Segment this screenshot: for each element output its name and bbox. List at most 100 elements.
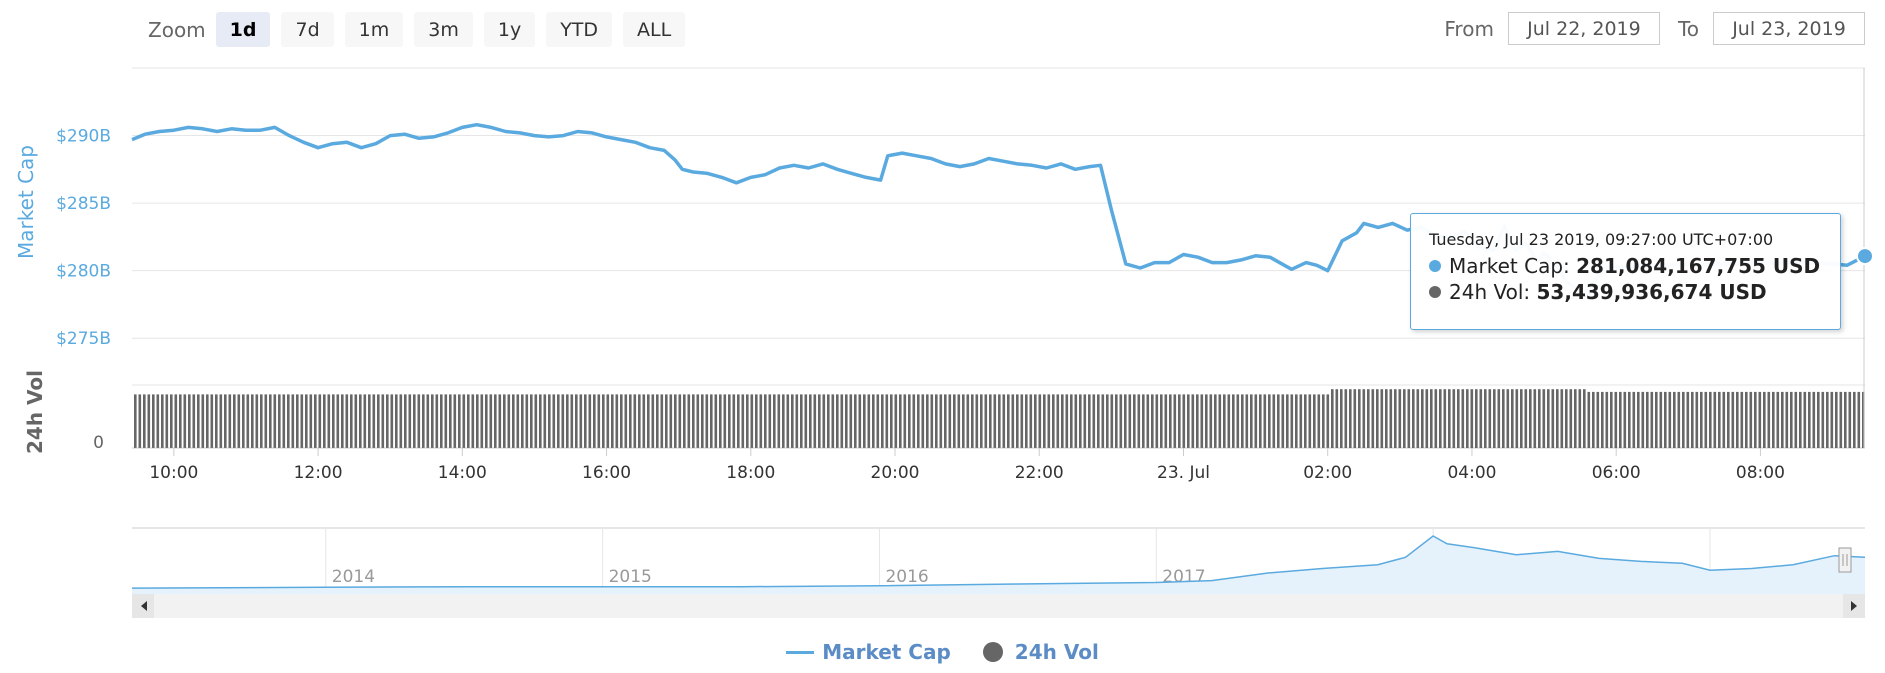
volume-bar — [624, 394, 628, 448]
volume-bar — [1673, 391, 1676, 448]
tooltip-title: Tuesday, Jul 23 2019, 09:27:00 UTC+07:00 — [1429, 230, 1774, 249]
legend-market-cap[interactable]: Market Cap — [786, 640, 951, 664]
volume-bar — [1817, 391, 1820, 448]
volume-bar — [1664, 391, 1667, 448]
volume-bar — [647, 394, 650, 448]
volume-bar — [1268, 394, 1271, 448]
zoom-all-button[interactable]: ALL — [623, 12, 686, 47]
volume-bar — [1335, 389, 1339, 448]
legend-vol-label: 24h Vol — [1014, 640, 1099, 664]
zoom-1y-button[interactable]: 1y — [483, 12, 536, 47]
volume-bar — [786, 394, 790, 448]
volume-bar — [543, 394, 547, 448]
volume-bar — [1191, 394, 1195, 448]
volume-bar — [476, 394, 479, 448]
volume-bar — [1862, 391, 1865, 448]
volume-bar — [827, 394, 830, 448]
volume-bar — [1380, 389, 1384, 448]
volume-bar — [1587, 391, 1591, 448]
volume-bar — [1263, 394, 1267, 448]
y-tick-label: $275B — [56, 329, 111, 349]
volume-bar — [1515, 389, 1519, 448]
x-tick-label: 22:00 — [1015, 463, 1064, 483]
volume-bar — [813, 394, 817, 448]
volume-bar — [1272, 394, 1276, 448]
hover-tooltip: Tuesday, Jul 23 2019, 09:27:00 UTC+07:00… — [1410, 213, 1841, 330]
volume-bar — [467, 394, 470, 448]
from-date-input[interactable] — [1507, 12, 1660, 45]
volume-bar — [408, 394, 412, 448]
volume-bar — [381, 394, 385, 448]
volume-bar — [1196, 394, 1199, 448]
zoom-3m-button[interactable]: 3m — [414, 12, 473, 47]
volume-bar — [1169, 394, 1172, 448]
volume-bar — [161, 394, 164, 448]
zoom-1m-button[interactable]: 1m — [344, 12, 404, 47]
volume-bar — [1830, 391, 1834, 448]
volume-bar — [723, 394, 727, 448]
volume-bar — [1074, 394, 1078, 448]
volume-bar — [345, 394, 349, 448]
volume-bar — [138, 394, 142, 448]
volume-bar — [1448, 389, 1451, 448]
volume-bar — [665, 394, 668, 448]
volume-bar — [1178, 394, 1181, 448]
zoom-ytd-button[interactable]: YTD — [546, 12, 613, 47]
zoom-7d-button[interactable]: 7d — [281, 12, 334, 47]
volume-bar — [1200, 394, 1204, 448]
navigator[interactable]: 201420152016201720182019 — [131, 527, 1866, 618]
volume-bar — [1767, 391, 1771, 448]
volume-bar — [683, 394, 686, 448]
volume-bar — [1457, 389, 1460, 448]
volume-bar — [210, 394, 214, 448]
x-tick-label: 18:00 — [726, 463, 775, 483]
volume-bar — [1799, 391, 1802, 448]
to-date-input[interactable] — [1713, 12, 1865, 45]
volume-bar — [1299, 394, 1303, 448]
legend-24h-vol[interactable]: 24h Vol — [982, 640, 1099, 664]
volume-bar — [881, 394, 884, 448]
volume-bar — [206, 394, 209, 448]
volume-bar — [192, 394, 196, 448]
volume-bar — [363, 394, 367, 448]
volume-bar — [372, 394, 376, 448]
volume-bar — [696, 394, 700, 448]
volume-bar — [1466, 389, 1469, 448]
volume-bar — [521, 394, 524, 448]
volume-bar — [296, 394, 299, 448]
navigator-selection-handle[interactable] — [1838, 547, 1852, 573]
volume-bar — [1137, 394, 1141, 448]
volume-bar — [1043, 394, 1046, 448]
volume-bar — [1259, 394, 1262, 448]
volume-bar — [1322, 394, 1325, 448]
volume-bar — [1209, 394, 1213, 448]
volume-bar — [1151, 394, 1154, 448]
zoom-1d-button[interactable]: 1d — [215, 12, 271, 47]
volume-bar — [188, 394, 191, 448]
volume-bar — [480, 394, 484, 448]
volume-bar — [1592, 391, 1595, 448]
volume-bar — [800, 394, 803, 448]
volume-bar — [908, 394, 911, 448]
volume-bar — [1547, 389, 1550, 448]
volume-bar — [197, 394, 200, 448]
volume-bar — [1241, 394, 1244, 448]
volume-bar — [1182, 394, 1186, 448]
volume-bar — [498, 394, 502, 448]
volume-bar — [1475, 389, 1478, 448]
volume-bar — [746, 394, 749, 448]
volume-bar — [1650, 391, 1654, 448]
tooltip-market-cap-row: Market Cap: 281,084,167,755 USD — [1429, 253, 1822, 279]
volume-bar — [332, 394, 335, 448]
navigator-scrollbar-track[interactable] — [132, 594, 1865, 618]
volume-bar — [426, 394, 430, 448]
volume-bar — [1124, 394, 1127, 448]
volume-bar — [966, 394, 970, 448]
volume-bar — [1106, 394, 1109, 448]
volume-bar — [1425, 389, 1429, 448]
legend-market-cap-label: Market Cap — [822, 640, 951, 664]
volume-bar — [1187, 394, 1190, 448]
volume-bar — [1236, 394, 1240, 448]
volume-bar — [237, 394, 241, 448]
